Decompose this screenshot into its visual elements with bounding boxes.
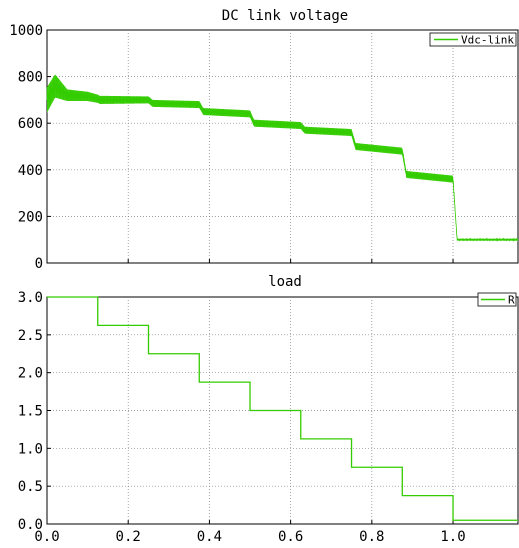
gridlines — [46, 29, 518, 264]
chart-title: DC link voltage — [222, 8, 348, 24]
series-line — [47, 296, 518, 521]
series-line — [46, 77, 519, 243]
y-tick-label: 3.0 — [18, 290, 43, 306]
legend-label: Vdc-link — [461, 34, 514, 47]
plot-area — [46, 29, 519, 264]
x-tick-label: 1.0 — [440, 529, 465, 545]
x-tick-label: 0.8 — [359, 529, 384, 545]
y-tick-label: 400 — [18, 163, 43, 179]
y-tick-label: 1000 — [9, 23, 43, 39]
y-tick-label: 0.5 — [18, 479, 43, 495]
x-tick-label: 0.4 — [197, 529, 222, 545]
y-tick-labels: 0.0 0.5 1.0 1.5 2.0 2.5 3.0 — [18, 290, 43, 533]
legend-label: R — [508, 294, 515, 307]
y-tick-label: 2.5 — [18, 328, 43, 344]
y-tick-label: 200 — [18, 209, 43, 225]
chart-title: load — [268, 274, 302, 290]
x-tick-label: 0.0 — [34, 529, 59, 545]
y-tick-label: 0 — [35, 256, 43, 272]
y-tick-label: 2.0 — [18, 366, 43, 382]
legend: R — [477, 292, 517, 307]
x-tick-label: 0.2 — [116, 529, 141, 545]
legend-box — [429, 32, 517, 47]
x-tick-label: 0.6 — [278, 529, 303, 545]
gridlines — [46, 296, 518, 525]
legend: Vdc-link — [429, 32, 517, 47]
y-tick-label: 1.5 — [18, 404, 43, 420]
series-r — [47, 296, 518, 521]
x-tick-labels: 0.0 0.2 0.4 0.6 0.8 1.0 — [34, 529, 465, 545]
y-tick-label: 0.0 — [18, 517, 43, 533]
load-chart: load 0.00.51.01.52.02.53.0 0.0 0.2 0.4 0.6 0… — [18, 274, 519, 545]
y-tick-label: 800 — [18, 70, 43, 86]
series-vdc-link — [46, 74, 519, 243]
y-tick-labels: 0 200 400 600 800 1000 — [9, 23, 43, 272]
y-tick-label: 600 — [18, 116, 43, 132]
y-tick-label: 1.0 — [18, 441, 43, 457]
dc-link-voltage-chart: DC link voltage 0 200 400 600 800 1000 Vdc-li… — [9, 8, 519, 272]
